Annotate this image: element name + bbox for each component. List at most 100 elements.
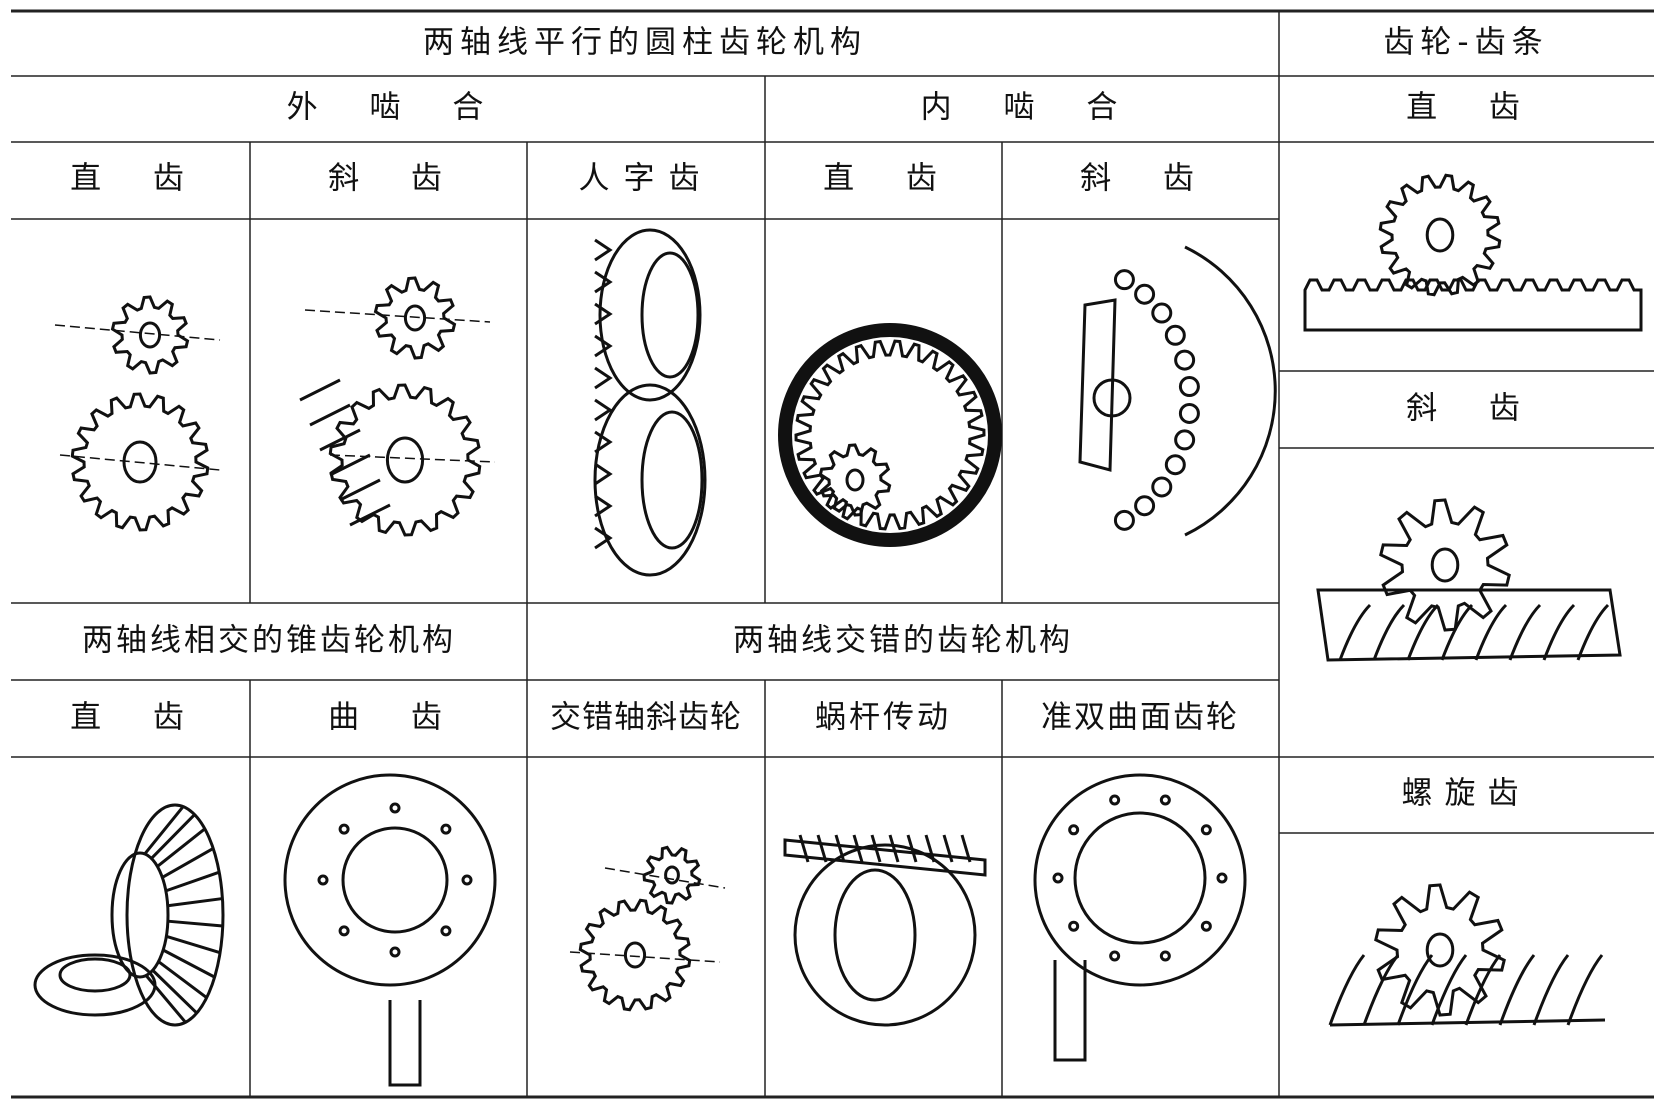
type-label: 螺旋齿 xyxy=(1402,776,1531,812)
gear-illustration xyxy=(1184,245,1277,537)
gear-illustration xyxy=(1508,603,1542,661)
gear-illustration xyxy=(1329,1018,1606,1027)
gear-illustration xyxy=(1566,954,1604,1026)
gear-illustration xyxy=(156,827,206,868)
type-label: 斜 齿 xyxy=(1406,391,1526,427)
gear-illustration xyxy=(594,302,613,326)
gear-illustration xyxy=(1372,603,1406,661)
gear-illustration xyxy=(818,443,892,517)
gear-illustration xyxy=(388,1000,422,1087)
gear-illustration xyxy=(125,803,225,1027)
gear-illustration xyxy=(1134,495,1156,517)
gear-illustration xyxy=(328,383,482,537)
gear-illustration xyxy=(440,823,452,835)
gear-illustration xyxy=(1532,954,1570,1026)
gear-illustration xyxy=(389,946,401,958)
gear-illustration xyxy=(385,436,425,484)
column-label: 曲 齿 xyxy=(328,700,448,736)
gear-illustration xyxy=(793,843,977,1027)
gear-illustration xyxy=(1052,872,1064,884)
gear-illustration xyxy=(852,834,864,863)
column-label: 准双曲面齿轮 xyxy=(1041,700,1239,736)
gear-illustration xyxy=(1464,954,1502,1026)
gear-illustration xyxy=(623,941,647,969)
gear-illustration xyxy=(1109,950,1121,962)
gear-illustration xyxy=(1078,298,1117,472)
gear-illustration xyxy=(304,309,491,323)
gear-illustration xyxy=(1164,324,1186,346)
gear-illustration xyxy=(1430,547,1460,583)
table-grid xyxy=(11,9,1654,1099)
gear-illustration xyxy=(1053,960,1087,1062)
gear-illustration xyxy=(162,948,216,979)
gear-illustration xyxy=(604,867,726,889)
gear-illustration xyxy=(888,834,900,863)
gear-illustration xyxy=(924,834,936,863)
column-label: 斜 齿 xyxy=(1080,161,1200,197)
gear-illustration xyxy=(1033,773,1247,987)
gear-illustration xyxy=(1073,811,1207,945)
gear-illustration xyxy=(110,295,190,375)
gear-illustration xyxy=(794,339,986,531)
gear-illustration xyxy=(329,453,371,477)
gear-illustration xyxy=(1174,349,1196,371)
gear-illustration xyxy=(942,834,954,863)
gear-illustration xyxy=(122,440,158,484)
gear-illustration xyxy=(594,270,613,294)
gear-illustration xyxy=(1109,794,1121,806)
gear-illustration xyxy=(1174,429,1196,451)
gear-illustration xyxy=(906,834,918,863)
gear-illustration xyxy=(1425,217,1455,253)
gear-illustration xyxy=(143,805,185,855)
gear-illustration xyxy=(110,851,170,979)
gear-illustration xyxy=(594,462,613,486)
gear-illustration xyxy=(1200,824,1212,836)
gear-illustration xyxy=(1113,269,1135,291)
gear-illustration xyxy=(664,865,680,885)
gear-illustration xyxy=(1338,603,1372,661)
gear-illustration xyxy=(594,494,613,518)
gear-illustration xyxy=(58,957,132,993)
gear-illustration xyxy=(54,324,221,341)
gear-illustration xyxy=(1430,954,1468,1026)
section-title: 两轴线平行的圆柱齿轮机构 xyxy=(423,25,867,61)
gear-illustration xyxy=(594,366,613,390)
gear-illustration xyxy=(59,454,221,471)
gear-illustration xyxy=(317,874,329,886)
gear-illustration xyxy=(1374,883,1506,1017)
gear-illustration xyxy=(157,960,208,999)
gear-illustration xyxy=(1303,278,1643,332)
gear-illustration xyxy=(1159,794,1171,806)
gear-illustration xyxy=(816,834,828,863)
gear-illustration xyxy=(1134,283,1156,305)
gear-illustration xyxy=(167,919,223,928)
gear-illustration xyxy=(798,834,810,863)
gear-illustration xyxy=(329,454,496,463)
gear-illustration xyxy=(594,430,613,454)
gear-illustration xyxy=(778,323,1002,547)
gear-illustration xyxy=(640,410,704,550)
gear-illustration xyxy=(1328,954,1366,1026)
gear-illustration xyxy=(389,802,401,814)
gear-illustration xyxy=(151,969,198,1015)
gear-illustration xyxy=(1159,950,1171,962)
gear-illustration xyxy=(845,468,865,492)
gear-illustration xyxy=(1542,603,1576,661)
gear-illustration xyxy=(783,838,987,877)
gear-illustration xyxy=(1068,824,1080,836)
type-label: 直 齿 xyxy=(1406,90,1526,126)
gear-illustration xyxy=(1178,376,1200,398)
gear-illustration xyxy=(338,925,350,937)
gear-illustration xyxy=(1178,402,1200,424)
gear-illustration xyxy=(569,951,721,963)
gear-illustration xyxy=(594,526,613,550)
gear-illustration xyxy=(403,304,427,332)
gear-illustration xyxy=(1406,603,1440,661)
gear-illustration xyxy=(338,823,350,835)
gear-illustration xyxy=(1113,509,1135,531)
gear-illustration xyxy=(870,834,882,863)
gear-illustration xyxy=(319,428,361,452)
gear-illustration xyxy=(1440,603,1474,661)
gear-illustration xyxy=(593,383,707,577)
